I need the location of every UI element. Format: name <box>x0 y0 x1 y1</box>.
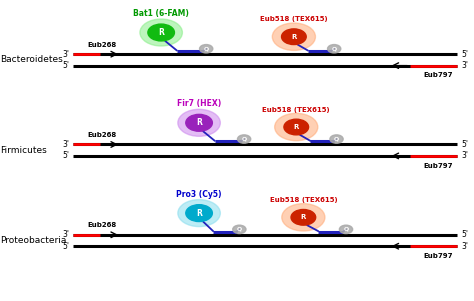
Text: 5': 5' <box>63 151 70 160</box>
Text: 3': 3' <box>63 230 70 239</box>
Text: Proteobacteria: Proteobacteria <box>0 236 66 245</box>
Text: Q: Q <box>203 46 209 51</box>
Ellipse shape <box>330 135 343 143</box>
Text: Q: Q <box>331 46 337 51</box>
Text: 5': 5' <box>461 140 468 149</box>
Text: Bat1 (6-FAM): Bat1 (6-FAM) <box>133 9 189 18</box>
Ellipse shape <box>178 200 220 227</box>
Text: Eub268: Eub268 <box>87 42 117 48</box>
Ellipse shape <box>282 29 306 45</box>
Text: Q: Q <box>334 137 339 141</box>
Text: Fir7 (HEX): Fir7 (HEX) <box>177 99 221 108</box>
Ellipse shape <box>272 23 316 51</box>
Text: R: R <box>291 34 297 40</box>
Ellipse shape <box>233 225 246 234</box>
Text: Firmicutes: Firmicutes <box>0 146 47 155</box>
Text: 5': 5' <box>63 242 70 251</box>
Text: 3': 3' <box>63 140 70 149</box>
Text: 3': 3' <box>461 242 468 251</box>
Text: Eub797: Eub797 <box>424 253 453 259</box>
Ellipse shape <box>148 24 174 41</box>
Text: Eub518 (TEX615): Eub518 (TEX615) <box>270 197 337 203</box>
Ellipse shape <box>282 203 325 231</box>
Text: Eub518 (TEX615): Eub518 (TEX615) <box>263 107 330 113</box>
Ellipse shape <box>140 19 182 46</box>
Text: Q: Q <box>241 137 247 141</box>
Text: Pro3 (Cy5): Pro3 (Cy5) <box>176 190 222 199</box>
Ellipse shape <box>291 209 316 225</box>
Ellipse shape <box>328 45 341 53</box>
Text: 5': 5' <box>63 61 70 70</box>
Text: R: R <box>301 214 306 220</box>
Ellipse shape <box>339 225 353 234</box>
Text: R: R <box>158 28 164 37</box>
Text: R: R <box>196 118 202 127</box>
Text: Eub268: Eub268 <box>87 132 117 138</box>
Text: Eub518 (TEX615): Eub518 (TEX615) <box>260 16 328 22</box>
Ellipse shape <box>178 109 220 136</box>
Ellipse shape <box>237 135 251 143</box>
Text: Eub797: Eub797 <box>424 163 453 169</box>
Ellipse shape <box>200 45 213 53</box>
Text: Eub797: Eub797 <box>424 72 453 78</box>
Text: Q: Q <box>237 227 242 232</box>
Ellipse shape <box>186 205 212 222</box>
Text: 5': 5' <box>461 230 468 239</box>
Text: R: R <box>293 124 299 130</box>
Text: Q: Q <box>343 227 349 232</box>
Ellipse shape <box>284 119 309 135</box>
Ellipse shape <box>186 114 212 131</box>
Text: 3': 3' <box>63 50 70 59</box>
Text: 5': 5' <box>461 50 468 59</box>
Text: 3': 3' <box>461 151 468 160</box>
Text: Eub268: Eub268 <box>87 222 117 228</box>
Text: Bacteroidetes: Bacteroidetes <box>0 55 63 64</box>
Ellipse shape <box>274 113 318 141</box>
Text: R: R <box>196 209 202 218</box>
Text: 3': 3' <box>461 61 468 70</box>
